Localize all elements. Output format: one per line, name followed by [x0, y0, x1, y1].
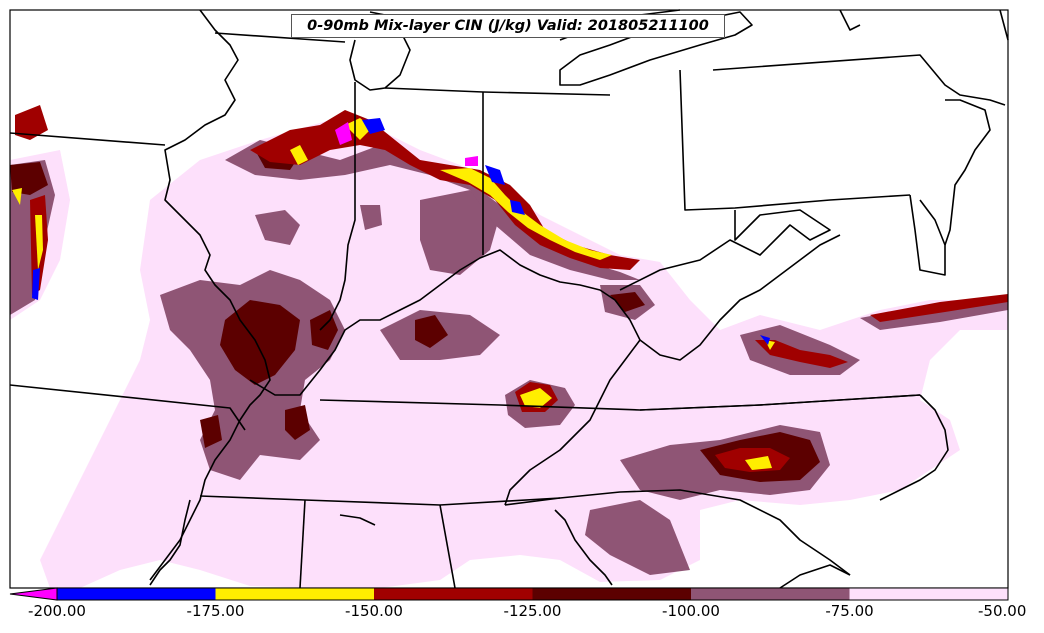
colorbar-tick-label: -150.00 — [345, 602, 403, 620]
map-title: 0-90mb Mix-layer CIN (J/kg) Valid: 20180… — [291, 14, 725, 38]
colorbar-bin-5 — [849, 588, 1008, 600]
colorbar-extension-triangle — [9, 587, 58, 601]
colorbar — [9, 587, 1009, 601]
colorbar-tick-label: -200.00 — [28, 602, 86, 620]
colorbar-tick-label: -50.00 — [978, 602, 1027, 620]
colorbar-tick-label: -75.00 — [825, 602, 874, 620]
cin-fill-blue — [32, 118, 770, 345]
colorbar-border — [56, 587, 1009, 601]
cin-fill-magenta — [335, 122, 478, 166]
colorbar-bin-1 — [215, 588, 374, 600]
colorbar-tick-label: -125.00 — [503, 602, 562, 620]
colorbar-tick-label: -175.00 — [186, 602, 245, 620]
colorbar-bin-3 — [532, 588, 691, 600]
colorbar-tick-label: -100.00 — [662, 602, 720, 620]
colorbar-bin-2 — [374, 588, 533, 600]
colorbar-bin-4 — [691, 588, 850, 600]
colorbar-bin-0 — [57, 588, 216, 600]
state-boundaries — [9, 9, 1009, 589]
